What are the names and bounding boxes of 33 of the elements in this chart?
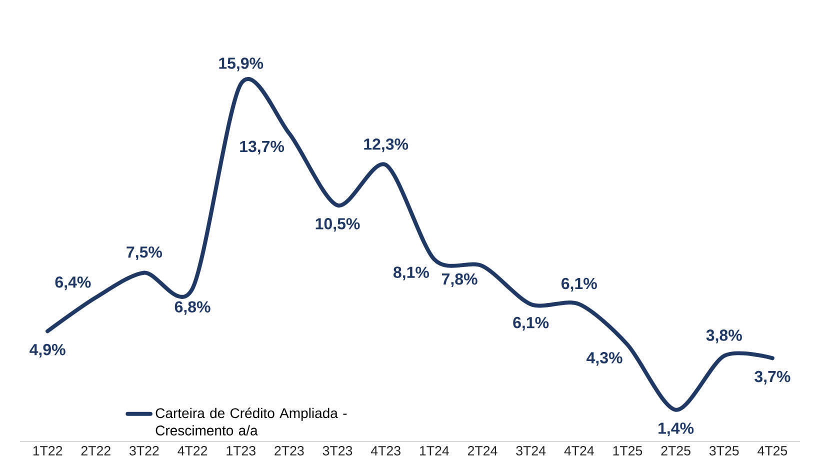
x-tick-label: 1T25 [613,446,642,456]
legend-label: Carteira de Crédito Ampliada - Crescimento a/a [156,408,347,436]
data-label: 8,1% [393,266,430,280]
x-tick-label: 3T23 [322,446,352,456]
x-tick-label: 1T22 [33,446,62,456]
data-label: 1,4% [658,422,694,436]
data-label: 4,3% [586,352,622,366]
x-tick-label: 2T24 [468,446,498,456]
data-label: 7,5% [126,246,162,260]
data-label: 6,1% [513,316,549,331]
x-tick-label: 4T22 [178,446,208,456]
x-tick-label: 1T24 [420,446,449,456]
x-tick-label: 3T25 [709,446,739,456]
x-tick-label: 2T25 [661,446,690,456]
data-label: 3,8% [706,330,742,344]
x-tick-label: 4T24 [564,446,594,456]
x-tick-label: 3T22 [130,446,159,456]
data-label: 4,9% [30,344,66,358]
x-tick-label: 3T24 [516,446,546,456]
x-tick-label: 2T23 [274,446,304,456]
data-label: 6,8% [174,301,210,315]
data-label: 3,7% [754,370,790,385]
data-label: 10,5% [316,218,360,232]
data-label: 6,4% [55,276,91,290]
data-label: 6,1% [561,278,597,292]
x-tick-label: 4T25 [758,446,788,456]
x-tick-label: 2T22 [81,446,110,456]
x-tick-label: 4T23 [370,446,400,456]
data-label: 13,7% [240,140,284,154]
data-label: 7,8% [442,273,478,288]
x-tick-label: 1T23 [226,446,256,456]
data-label: 12,3% [364,138,408,152]
data-label: 15,9% [219,58,264,72]
